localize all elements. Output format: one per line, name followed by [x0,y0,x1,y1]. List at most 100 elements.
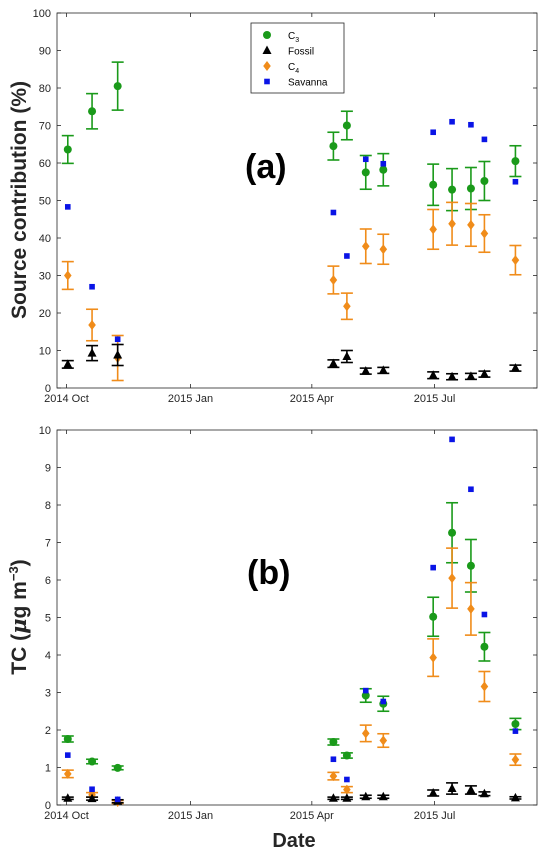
series-c3 [61,501,522,772]
data-point-savanna [344,776,350,783]
data-point-savanna [449,436,455,443]
data-point-savanna [430,129,436,136]
data-point-savanna [362,156,369,163]
data-point-fossil [328,793,338,802]
x-tick-label: 2014 Oct [44,810,89,822]
data-point-fossil [447,371,457,381]
legend-entry: Savanna [288,78,328,89]
legend-entry-text: Savanna [288,78,328,89]
data-point-fossil [378,365,388,374]
data-point-c4 [379,244,388,255]
data-point-fossil [63,793,73,802]
data-point-c4 [480,228,489,239]
data-point-c3 [480,642,489,651]
y-axis-label-sup: −3 [6,566,21,581]
series-c4 [61,201,522,382]
data-point-savanna [330,756,337,763]
data-point-savanna [380,698,387,705]
data-point-c3 [480,177,489,185]
data-point-c4 [88,320,96,330]
data-point-c4 [448,573,456,584]
data-point-savanna [330,209,337,216]
data-point-fossil [342,351,352,360]
y-tick-label: 40 [39,233,51,245]
legend-entry-text: Fossil [288,47,314,58]
y-tick-label: 5 [45,613,51,625]
data-point-savanna [344,253,350,259]
y-tick-label: 3 [45,688,51,700]
data-point-c4 [429,224,437,235]
data-point-c4 [467,603,475,614]
data-point-savanna [89,283,95,290]
legend-entry-text: C [288,62,295,73]
y-tick-label: 20 [39,308,51,320]
legend-marker-c4 [263,61,271,71]
data-point-c3 [466,561,475,570]
y-tick-label: 8 [45,500,51,512]
data-point-savanna [114,336,121,343]
data-point-c4 [467,219,475,230]
data-point-c3 [511,720,520,728]
data-point-c3 [429,612,438,621]
x-tick-label: 2015 Jan [168,393,213,405]
series-c4 [61,547,522,807]
data-point-fossil [510,792,520,802]
data-point-c3 [342,751,351,760]
panel-a: 0 10 20 30 40 50 60 70 80 90 100 2014 Oct 2015 Jan 20… [8,8,538,405]
data-point-savanna [468,486,474,493]
x-tick-label: 2015 Jul [414,393,456,405]
legend-marker-savanna [264,78,270,85]
x-tick-label: 2015 Jul [414,810,456,822]
data-point-c3 [113,82,122,91]
panel-label: (a) [245,148,287,186]
panel-label: (b) [247,554,290,592]
y-axis-label-part: TC ( [8,634,31,675]
data-point-c4 [63,768,72,779]
legend-entry-sub: 4 [295,68,299,75]
data-point-c4 [343,301,351,312]
data-point-savanna [114,796,121,803]
legend-entry: C3 [288,31,299,44]
data-point-c3 [329,738,338,746]
x-tick-label: 2015 Jan [168,810,213,822]
data-point-fossil [428,370,438,379]
data-point-fossil [378,791,388,801]
y-tick-label: 100 [33,8,51,20]
data-point-savanna [362,687,369,694]
data-point-savanna [512,178,519,185]
data-point-c3 [448,185,457,194]
data-point-c3 [63,735,72,743]
y-tick-label: 10 [39,425,51,437]
data-point-fossil [466,785,476,794]
data-point-c3 [361,168,370,177]
data-point-savanna [64,752,71,758]
data-point-c3 [429,180,438,189]
data-point-c4 [511,255,520,266]
data-point-c4 [480,681,489,692]
data-point-fossil [510,363,520,372]
y-tick-label: 1 [45,763,51,775]
data-point-savanna [512,728,519,734]
y-tick-label: 7 [45,538,51,550]
data-point-savanna [64,204,71,210]
data-point-c3 [511,157,520,166]
legend-entry-sub: 3 [295,37,299,44]
data-point-c4 [361,728,370,739]
data-point-fossil [361,791,371,801]
x-axis-label: Date [272,830,315,852]
data-point-c4 [329,771,338,782]
data-point-savanna [89,786,95,793]
y-tick-label: 4 [45,650,51,662]
data-point-c4 [429,652,437,663]
data-point-c3 [329,142,338,151]
data-point-fossil [479,369,489,378]
data-point-fossil [447,783,457,792]
series-fossil [61,343,522,381]
data-point-c4 [361,241,370,252]
data-point-fossil [87,793,97,803]
data-point-fossil [63,359,73,368]
data-point-c3 [379,165,388,174]
data-point-c3 [466,184,475,193]
series-savanna [64,436,519,803]
panel-b: 0 1 2 3 4 5 6 7 8 9 10 2014 Oct 2015 Jan 2015 Apr 2015… [6,425,538,852]
